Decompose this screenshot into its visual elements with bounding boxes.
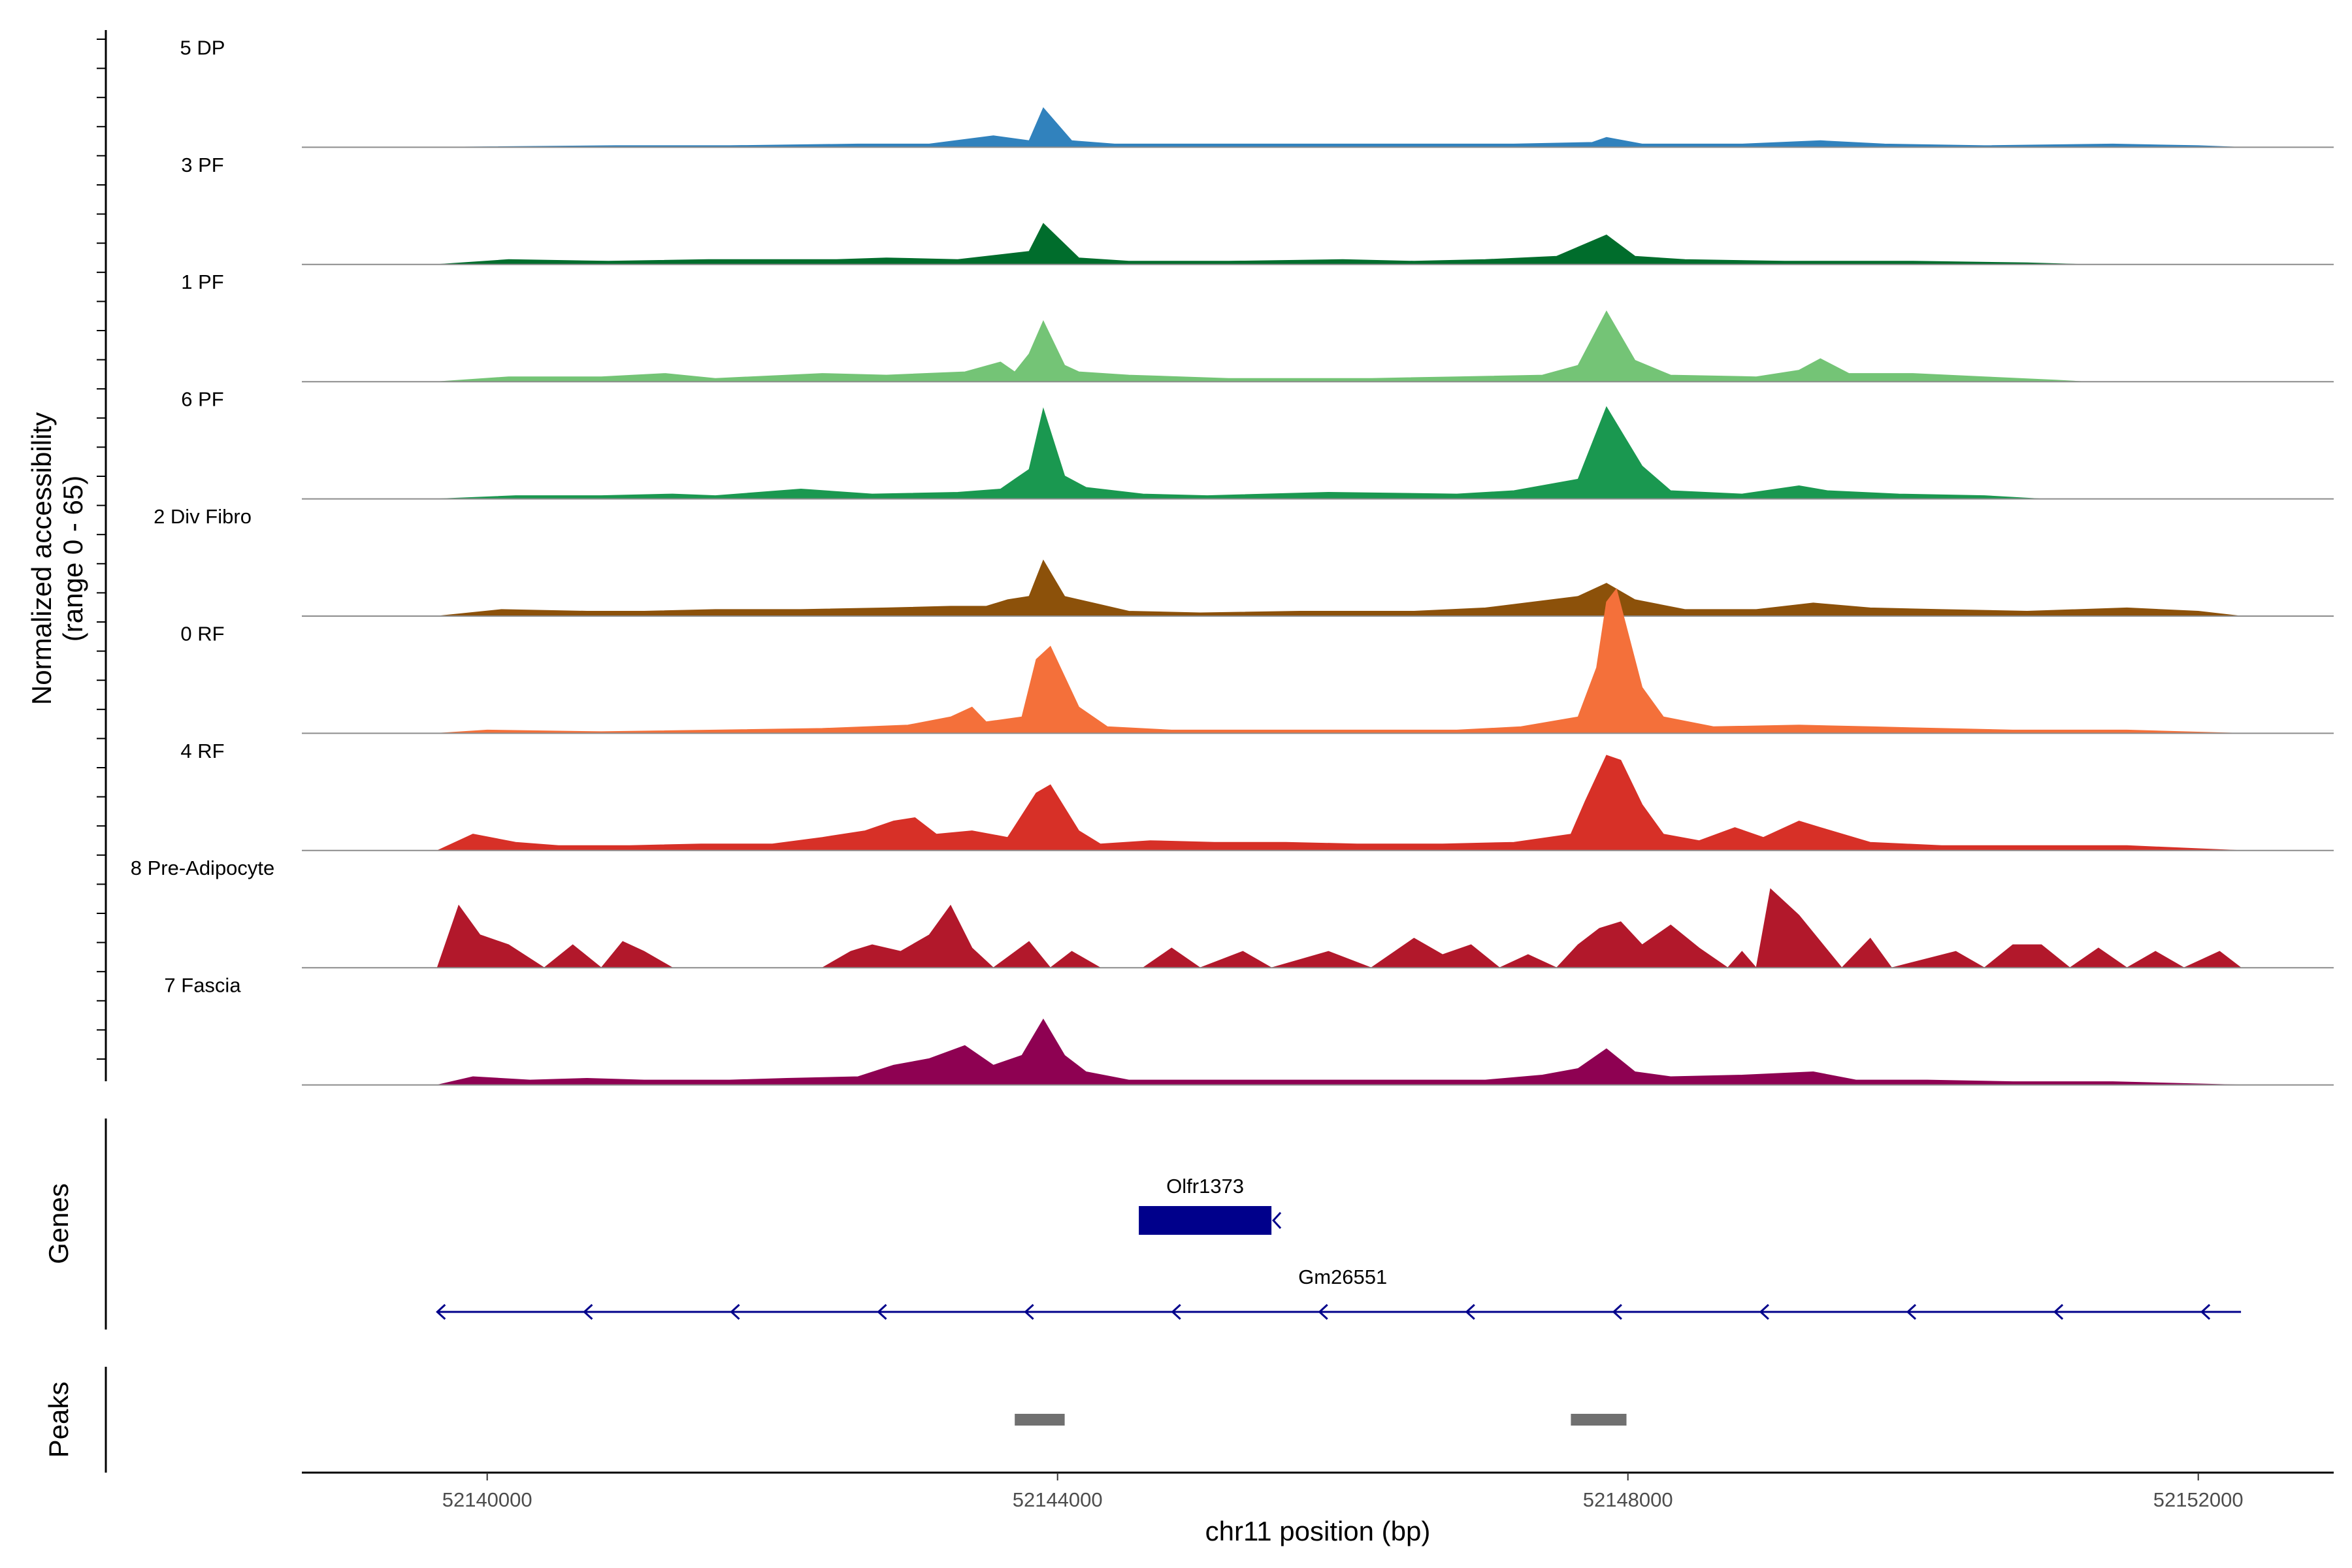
strand-arrow (1759, 1303, 1769, 1320)
coverage-area (437, 559, 2242, 617)
coverage-area (437, 755, 2242, 851)
track-label: 4 RF (180, 740, 224, 762)
coverage-area (437, 588, 2242, 734)
strand-arrow (1024, 1303, 1034, 1320)
track-label: 1 PF (181, 270, 223, 293)
coverage-area (436, 888, 2242, 969)
strand-arrow (583, 1303, 593, 1320)
exon-block (1139, 1206, 1272, 1235)
coverage-area (437, 310, 2085, 382)
coverage-track: 5 DP (180, 36, 2334, 148)
strand-arrow (2053, 1303, 2064, 1320)
peak-bar (1015, 1414, 1065, 1426)
x-axis-ticks: 52140000 52144000 52148000 52152000 (442, 1473, 2244, 1511)
x-tick-label: 52144000 (1013, 1488, 1103, 1511)
strand-arrow (1171, 1303, 1181, 1320)
genes-panel-title: Genes (43, 1183, 74, 1264)
x-tick-label: 52152000 (2153, 1488, 2244, 1511)
gene-gm26551: Gm26551 (436, 1266, 2242, 1320)
strand-arrow (877, 1303, 887, 1320)
track-label: 2 Div Fibro (154, 505, 252, 528)
strand-arrow (1906, 1303, 1917, 1320)
coverage-area (437, 223, 2085, 265)
strand-arrow (1612, 1303, 1622, 1320)
coverage-track: 2 Div Fibro (154, 505, 2334, 617)
coverage-y-ticks (97, 39, 106, 1060)
track-label: 3 PF (181, 154, 223, 176)
strand-arrow (1318, 1303, 1328, 1320)
track-label: 5 DP (180, 36, 225, 59)
coverage-area (437, 107, 2242, 148)
peaks-panel-title: Peaks (43, 1382, 74, 1458)
peak-bar (1571, 1414, 1627, 1426)
x-tick-label: 52148000 (1583, 1488, 1673, 1511)
coverage-track: 8 Pre-Adipocyte (131, 857, 2334, 969)
gene-olfr1373: Olfr1373 (1139, 1175, 1282, 1235)
strand-arrow (730, 1303, 740, 1320)
track-label: 7 Fascia (164, 974, 241, 997)
y-axis-title: Normalized accessibility (26, 412, 57, 705)
track-label: 8 Pre-Adipocyte (131, 857, 275, 879)
gene-label: Olfr1373 (1166, 1175, 1244, 1198)
coverage-area (437, 406, 2042, 500)
track-label: 0 RF (180, 622, 224, 645)
coverage-track: 3 PF (181, 154, 2334, 265)
coverage-track: 7 Fascia (164, 974, 2334, 1086)
strand-arrow (436, 1303, 446, 1320)
gene-annotations: Olfr1373 Gm26551 (436, 1175, 2242, 1320)
coverage-track: 6 PF (181, 388, 2334, 500)
strand-arrow (1272, 1211, 1282, 1230)
x-axis-title: chr11 position (bp) (1205, 1516, 1431, 1546)
coverage-tracks: 5 DP 3 PF 1 PF 6 PF 2 Div Fibro 0 RF 4 RF 8 Pre… (131, 36, 2334, 1086)
strand-arrow (2200, 1303, 2211, 1320)
coverage-area (437, 1019, 2242, 1086)
gene-label: Gm26551 (1298, 1266, 1387, 1288)
y-axis-range: (range 0 - 65) (57, 476, 88, 642)
coverage-track: 4 RF (180, 740, 2334, 851)
track-label: 6 PF (181, 388, 223, 411)
x-tick-label: 52140000 (442, 1488, 532, 1511)
coverage-track: 0 RF (180, 588, 2334, 734)
peak-annotations (1015, 1414, 1627, 1426)
coverage-track: 1 PF (181, 270, 2334, 383)
strand-arrow (1465, 1303, 1475, 1320)
